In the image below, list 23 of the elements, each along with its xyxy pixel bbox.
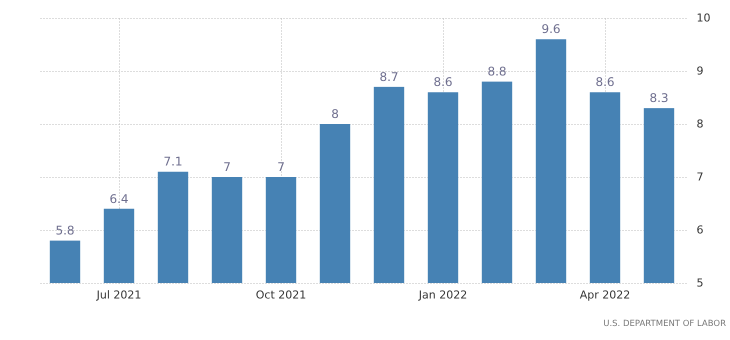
data-label: 8 bbox=[331, 107, 339, 121]
y-tick-label: 9 bbox=[696, 64, 704, 78]
data-label: 8.6 bbox=[595, 75, 615, 90]
data-label: 7 bbox=[277, 160, 285, 174]
data-label: 9.6 bbox=[541, 22, 561, 36]
y-tick-label: 6 bbox=[696, 224, 704, 236]
data-label: 5.8 bbox=[55, 224, 75, 238]
data-label: 6.4 bbox=[109, 192, 129, 206]
y-tick-label: 7 bbox=[696, 170, 704, 184]
data-label: 8.7 bbox=[379, 70, 399, 84]
data-label: 7 bbox=[223, 160, 231, 174]
y-tick-label: 10 bbox=[696, 12, 710, 24]
y-tick-label: 8 bbox=[696, 118, 704, 130]
x-tick-label: Jul 2021 bbox=[96, 288, 142, 302]
y-tick-label: 5 bbox=[696, 276, 704, 290]
data-label: 8.8 bbox=[487, 64, 507, 79]
data-label: 8.3 bbox=[649, 91, 669, 106]
x-tick-label: Oct 2021 bbox=[256, 288, 306, 302]
x-tick-label: Jan 2022 bbox=[418, 288, 468, 302]
data-label: 7.1 bbox=[163, 154, 183, 169]
data-label: 8.6 bbox=[433, 75, 453, 90]
x-tick-label: Apr 2022 bbox=[580, 288, 630, 302]
text: U.S. DEPARTMENT OF LABOR bbox=[603, 319, 726, 329]
